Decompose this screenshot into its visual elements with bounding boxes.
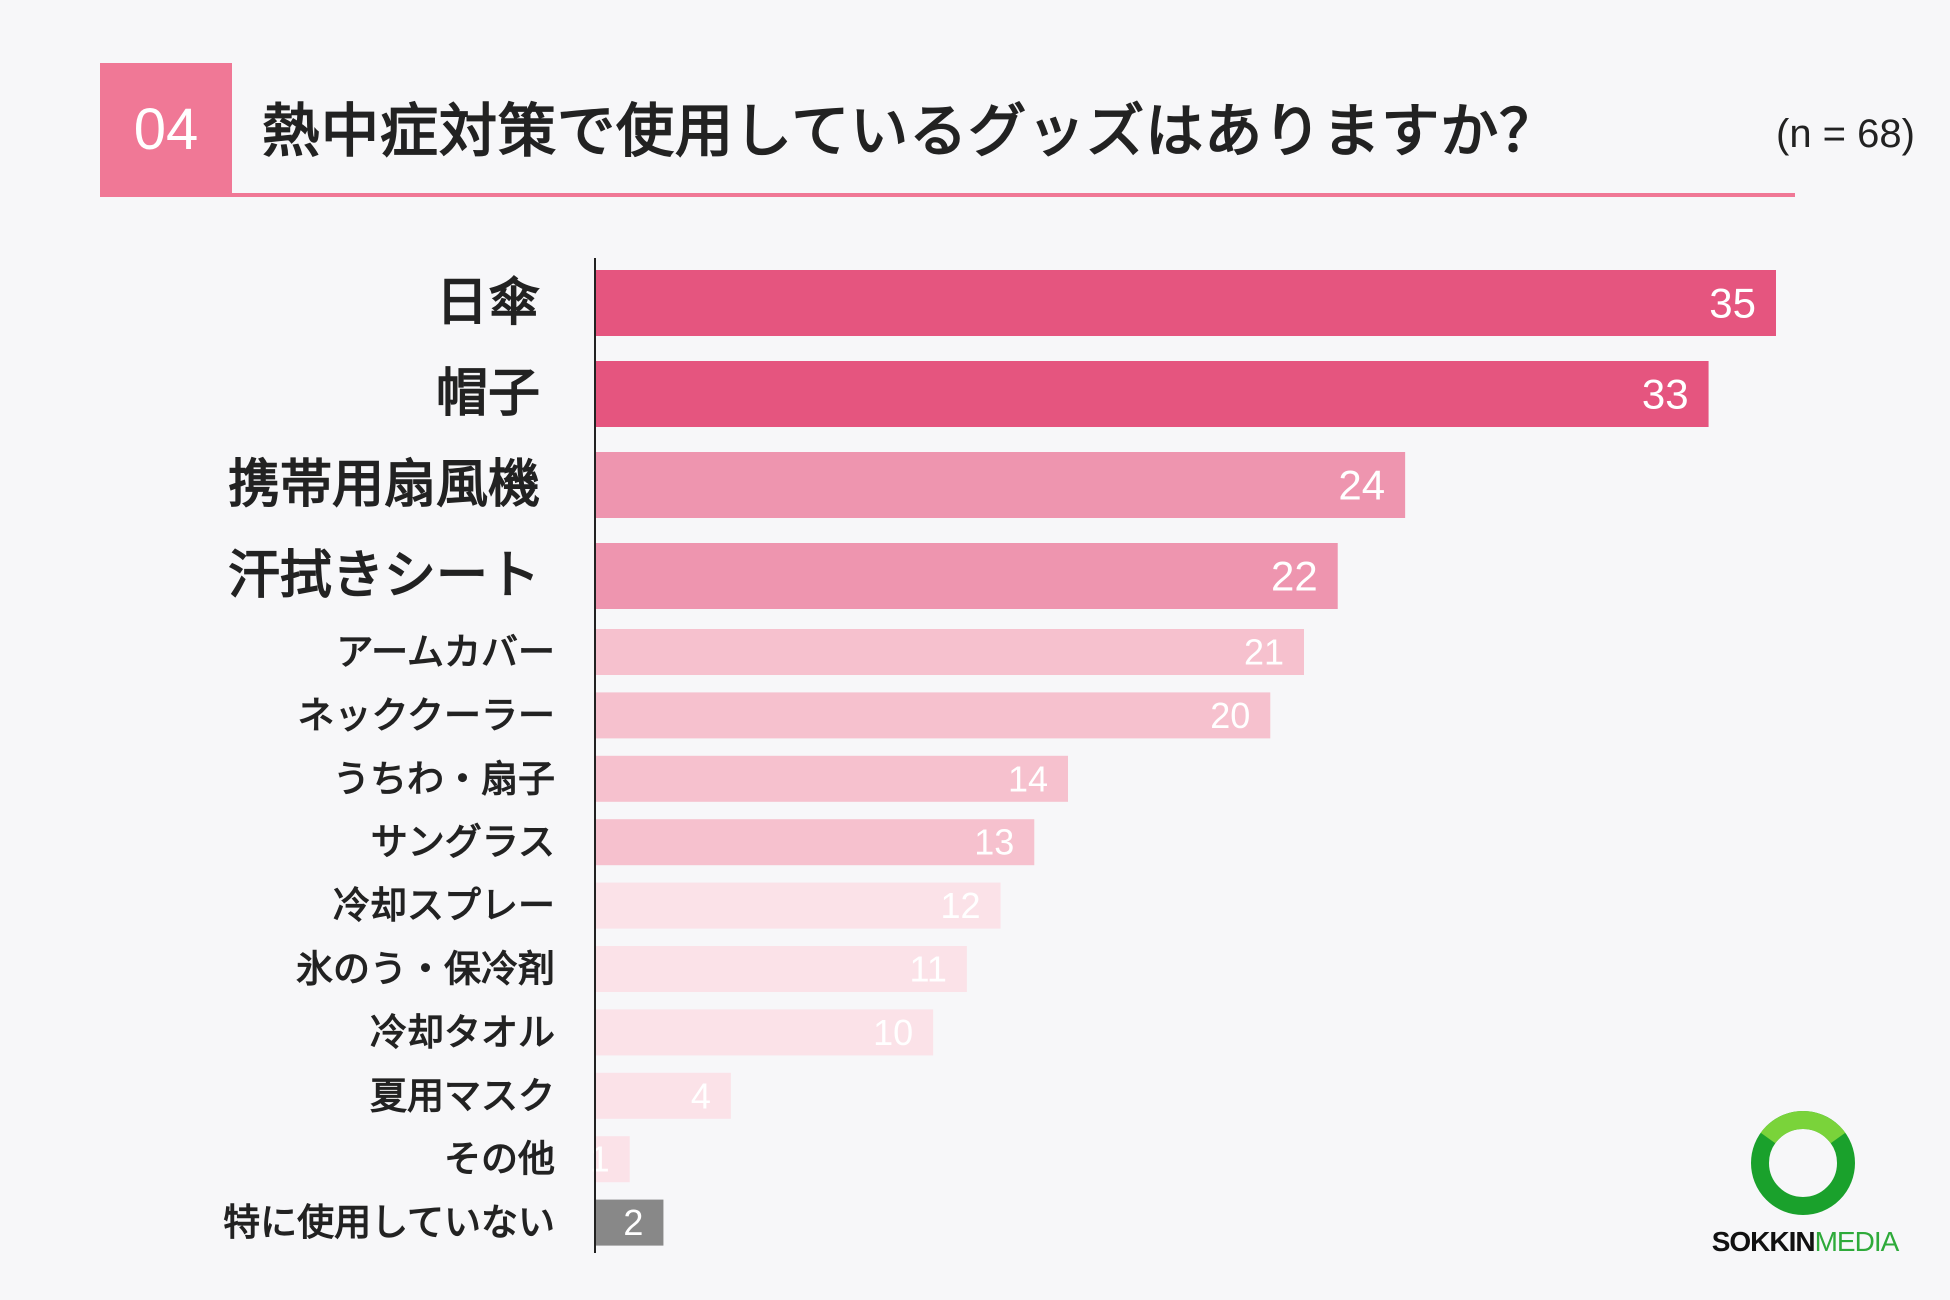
value-label: 11 (909, 949, 946, 990)
logo-text-media: MEDIA (1814, 1226, 1900, 1257)
value-label: 21 (1244, 632, 1284, 673)
logo-text: SOKKINMEDIA (1690, 1226, 1920, 1258)
title-underline (100, 193, 1795, 197)
bar (596, 755, 1068, 802)
value-labels-group: 35 33 24 22 21 20 14 13 12 11 10 4 12 (590, 280, 1756, 1244)
category-label: うちわ・扇子 (333, 757, 555, 800)
category-label: アームカバー (336, 631, 555, 674)
category-label: ネッククーラー (297, 694, 555, 737)
category-label: 携帯用扇風機 (228, 455, 540, 515)
category-label: サングラス (371, 821, 555, 864)
value-label: 35 (1709, 280, 1756, 327)
bar (596, 882, 1001, 929)
bar (596, 946, 967, 992)
logo-text-sokkin: SOKKIN (1711, 1226, 1816, 1257)
sample-size-label: (n = 68) (1776, 112, 1915, 156)
category-label: 汗拭きシート (228, 546, 540, 606)
value-label: 12 (941, 885, 981, 926)
value-label: 2 (623, 1202, 643, 1243)
question-number-badge: 04 (100, 63, 232, 195)
bar (596, 1072, 731, 1119)
bar (596, 629, 1304, 675)
bar (596, 543, 1338, 609)
value-label: 10 (873, 1012, 913, 1053)
sokkin-media-logo: SOKKINMEDIA (1690, 1108, 1920, 1258)
bar (596, 452, 1406, 518)
bars-group (596, 270, 1776, 1246)
header: 04 熱中症対策で使用しているグッズはありますか？ (n = 68) (0, 0, 1950, 200)
question-title: 熱中症対策で使用しているグッズはありますか？ (262, 97, 1559, 165)
bar (596, 361, 1709, 427)
category-label: 帽子 (436, 364, 540, 424)
green-ring-icon (1751, 1111, 1855, 1215)
bar (596, 1199, 664, 1246)
value-label: 20 (1210, 695, 1250, 736)
value-label: 4 (691, 1075, 711, 1116)
category-label: 氷のう・保冷剤 (296, 948, 555, 991)
category-label: その他 (444, 1138, 555, 1181)
bar (596, 692, 1271, 739)
value-label: 14 (1008, 758, 1048, 799)
category-label: 冷却タオル (370, 1011, 555, 1054)
category-label: 日傘 (436, 273, 540, 333)
bar (596, 819, 1035, 866)
value-label: 1 (590, 1139, 610, 1180)
bar (596, 1136, 630, 1183)
value-label: 22 (1271, 553, 1318, 600)
bar (596, 270, 1776, 336)
value-label: 33 (1642, 371, 1689, 418)
category-label: 冷却スプレー (333, 884, 555, 927)
value-label: 13 (974, 822, 1014, 863)
category-labels-group: 日傘帽子携帯用扇風機汗拭きシートアームカバーネッククーラーうちわ・扇子サングラス… (223, 273, 555, 1244)
category-label: 特に使用していない (223, 1201, 555, 1244)
value-label: 24 (1338, 462, 1385, 509)
category-label: 夏用マスク (370, 1074, 555, 1117)
bar (596, 1009, 934, 1056)
